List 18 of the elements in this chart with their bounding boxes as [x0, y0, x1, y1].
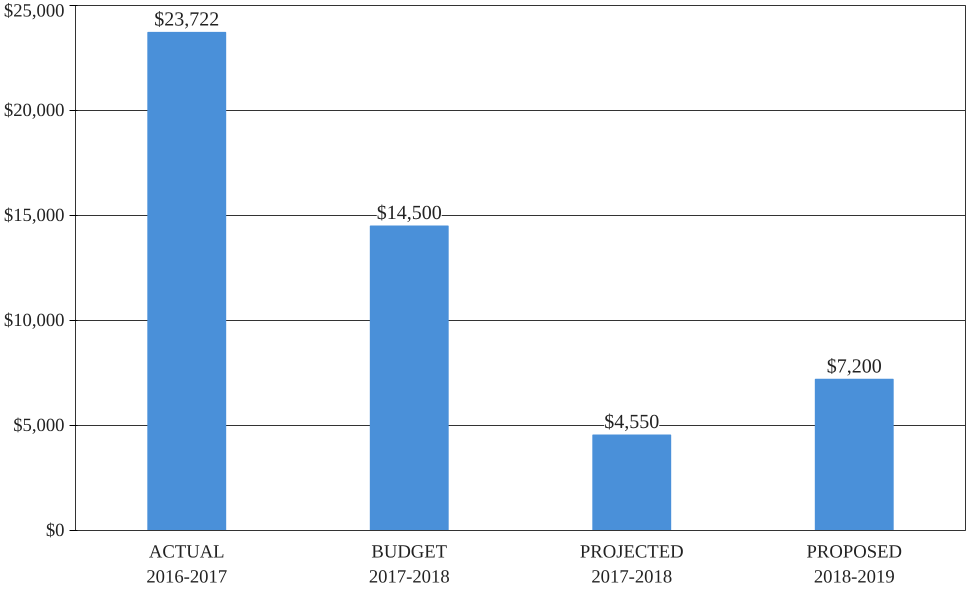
y-tick-label: $15,000 [4, 205, 65, 226]
y-tick-label: $0 [46, 520, 64, 541]
y-tick-label: $25,000 [4, 0, 65, 22]
y-tick-label: $20,000 [4, 100, 65, 121]
bar [814, 378, 894, 530]
y-tick-label: $10,000 [4, 310, 65, 331]
bar [592, 434, 672, 530]
data-label: $23,722 [154, 8, 220, 30]
x-tick-label: BUDGET 2017-2018 [368, 542, 450, 588]
x-tick-label: ACTUAL 2016-2017 [146, 542, 228, 588]
x-tick-label: PROPOSED 2018-2019 [806, 542, 902, 588]
data-label: $7,200 [826, 355, 882, 378]
x-tick-label: PROJECTED 2017-2018 [580, 542, 684, 588]
data-label: $4,550 [604, 410, 660, 433]
bar [370, 226, 449, 530]
data-label: $14,500 [376, 202, 442, 224]
y-tick-label: $5,000 [13, 415, 65, 436]
bar [147, 32, 226, 530]
